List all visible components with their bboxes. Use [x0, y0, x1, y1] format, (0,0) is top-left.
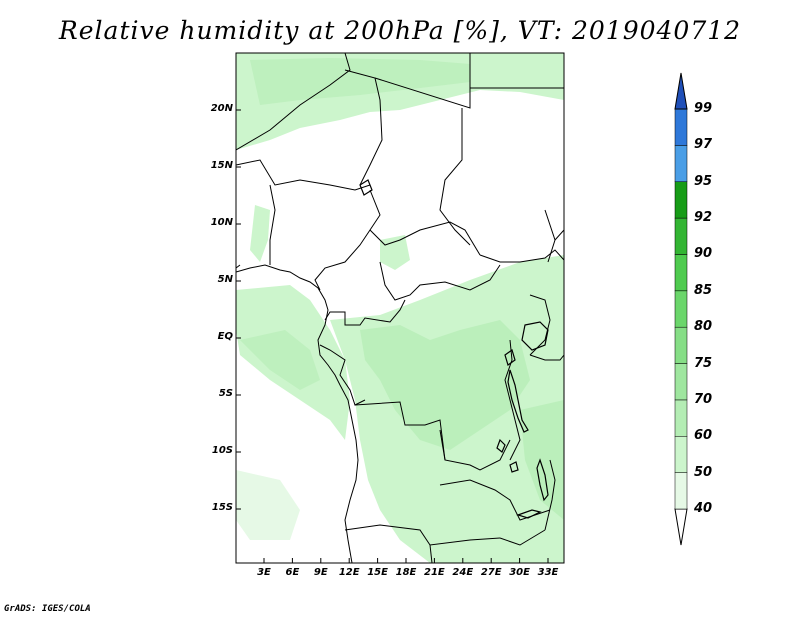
- lat-tick-label: 20N: [210, 103, 233, 114]
- border-zim: [499, 529, 546, 546]
- border-nigeria-niger: [269, 184, 276, 265]
- border-ethiopia: [554, 229, 564, 241]
- colorbar-label: 99: [694, 101, 713, 116]
- colorbar-swatch: [674, 181, 688, 219]
- border-chad-sudan: [439, 108, 471, 246]
- border-mozambique: [544, 459, 556, 531]
- border-uganda-kenya: [529, 294, 551, 356]
- colorbar-upper-triangle: [674, 72, 688, 110]
- colorbar-label: 85: [694, 282, 713, 298]
- coast-bight: [236, 264, 241, 269]
- colorbar-label: 90: [694, 246, 713, 262]
- colorbar: [674, 72, 688, 546]
- colorbar-label: 97: [694, 137, 713, 153]
- coast-west-africa: [236, 264, 359, 563]
- shade-gulf-2: [240, 330, 320, 390]
- border-zambia: [439, 479, 551, 521]
- lon-tick-label: 6E: [285, 567, 300, 578]
- lake-victoria: [521, 321, 549, 351]
- lon-tick-label: 3E: [257, 567, 271, 578]
- border-drc-east: [504, 339, 521, 461]
- colorbar-label: 50: [694, 464, 713, 480]
- border-nigeria-cameroon: [314, 189, 381, 291]
- lake-tanganyika: [507, 369, 529, 433]
- border-south-sudan: [479, 249, 564, 263]
- lake-kariba: [516, 509, 542, 519]
- colorbar-swatch: [674, 290, 688, 328]
- colorbar-swatch: [674, 436, 688, 473]
- border-congo-gabon: [324, 299, 406, 326]
- colorbar-label: 40: [694, 501, 713, 516]
- lat-tick-label: 5S: [218, 388, 233, 399]
- colorbar-label: 92: [694, 210, 713, 226]
- border-sudan-east-inner: [544, 209, 556, 263]
- lat-tick-label: 15S: [211, 502, 233, 513]
- lon-tick-label: 33E: [537, 567, 559, 578]
- colorbar-label: 70: [694, 391, 713, 407]
- colorbar-swatch: [674, 472, 688, 510]
- lat-tick-label: 10S: [211, 445, 233, 456]
- axis-ticks: [236, 109, 549, 563]
- shade-north-2: [250, 58, 470, 105]
- lat-tick-label: 5N: [217, 274, 233, 285]
- colorbar-swatch: [674, 399, 688, 437]
- map-frame: [235, 52, 565, 564]
- colorbar-swatch: [674, 108, 688, 146]
- lon-tick-label: 9E: [313, 567, 328, 578]
- lon-tick-label: 27E: [480, 567, 502, 578]
- lon-tick-label: 18E: [395, 567, 417, 578]
- lake-malawi: [536, 458, 549, 502]
- lat-tick-label: 10N: [210, 217, 233, 228]
- country-borders: [236, 53, 564, 563]
- border-cameroon-car: [369, 221, 481, 256]
- colorbar-swatch: [674, 254, 688, 292]
- lakes: [359, 179, 549, 519]
- lake-bangweulu: [509, 461, 519, 473]
- colorbar-label: 80: [694, 319, 713, 335]
- lon-tick-label: 30E: [509, 567, 530, 578]
- colorbar-swatch: [674, 363, 688, 401]
- lake-chad: [359, 179, 373, 196]
- shade-sw: [236, 470, 300, 540]
- border-algeria-libya: [236, 53, 351, 151]
- border-angola-drc: [354, 401, 511, 471]
- colorbar-label: 75: [694, 355, 713, 371]
- border-dr-small: [439, 429, 446, 461]
- border-sudan-east: [470, 87, 564, 100]
- colorbar-lower-triangle: [674, 508, 688, 546]
- border-angola-namibia: [344, 524, 501, 546]
- lake-mweru: [496, 438, 506, 453]
- border-niger-chad: [344, 69, 383, 186]
- shade-congo-2: [360, 320, 530, 450]
- colorbar-swatch: [674, 326, 688, 364]
- lat-tick-label: EQ: [217, 331, 233, 342]
- coastline: [236, 264, 359, 563]
- credit-text: GrADS: IGES/COLA: [4, 604, 91, 614]
- border-tanzania: [529, 354, 564, 361]
- border-mali-niger: [236, 159, 371, 191]
- colorbar-label: 60: [694, 428, 713, 444]
- colorbar-swatch: [674, 145, 688, 182]
- border-libya-sudan: [374, 53, 471, 109]
- lake-albert: [504, 349, 516, 366]
- lat-tick-label: 15N: [210, 160, 233, 171]
- colorbar-swatch: [674, 217, 688, 255]
- shade-nigeria: [250, 205, 270, 262]
- lon-tick-label: 21E: [424, 567, 445, 578]
- lon-tick-label: 15E: [367, 567, 388, 578]
- chart-title: Relative humidity at 200hPa [%], VT: 201…: [58, 16, 742, 45]
- border-car-south: [379, 261, 501, 301]
- shade-cameroon: [380, 235, 410, 270]
- lon-tick-label: 12E: [338, 567, 360, 578]
- colorbar-label: 95: [694, 173, 713, 189]
- lon-tick-label: 24E: [452, 567, 474, 578]
- border-namibia-botswana: [429, 544, 433, 563]
- humidity-shading: [236, 53, 564, 563]
